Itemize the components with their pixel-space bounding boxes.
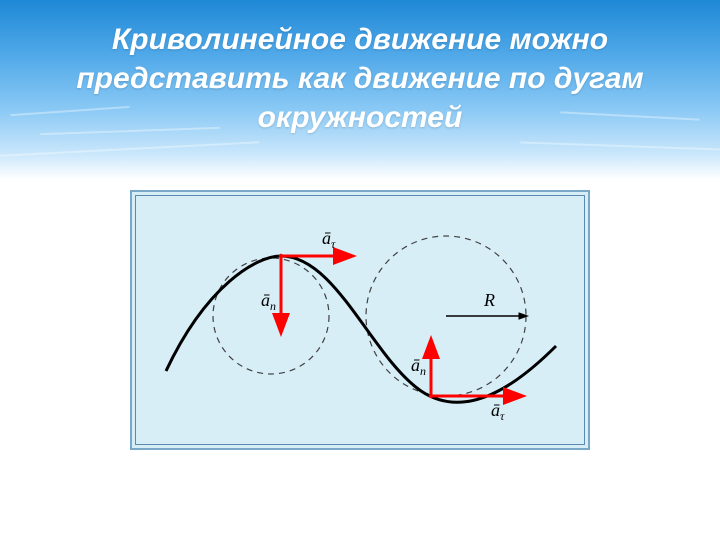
vector-origin-point <box>279 254 283 258</box>
physics-diagram-svg: Rāτ ān ān āτ <box>136 196 586 446</box>
diagram-container: Rāτ ān ān āτ <box>0 190 720 450</box>
radius-label: R <box>483 290 495 310</box>
vector-origin-point <box>429 394 433 398</box>
streak-decoration <box>0 141 260 157</box>
osculating-circle <box>213 258 329 374</box>
vector-label: āτ <box>322 228 336 251</box>
header-banner: Криволинейное движение можно представить… <box>0 0 720 180</box>
slide-title: Криволинейное движение можно представить… <box>0 20 720 137</box>
vector-label: ān <box>411 355 426 378</box>
diagram-outer-frame: Rāτ ān ān āτ <box>130 190 590 450</box>
streak-decoration <box>520 142 720 151</box>
vector-label: āτ <box>491 400 505 423</box>
diagram-inner-frame: Rāτ ān ān āτ <box>135 195 585 445</box>
trajectory-curve <box>166 256 556 402</box>
vector-label: ān <box>261 290 276 313</box>
